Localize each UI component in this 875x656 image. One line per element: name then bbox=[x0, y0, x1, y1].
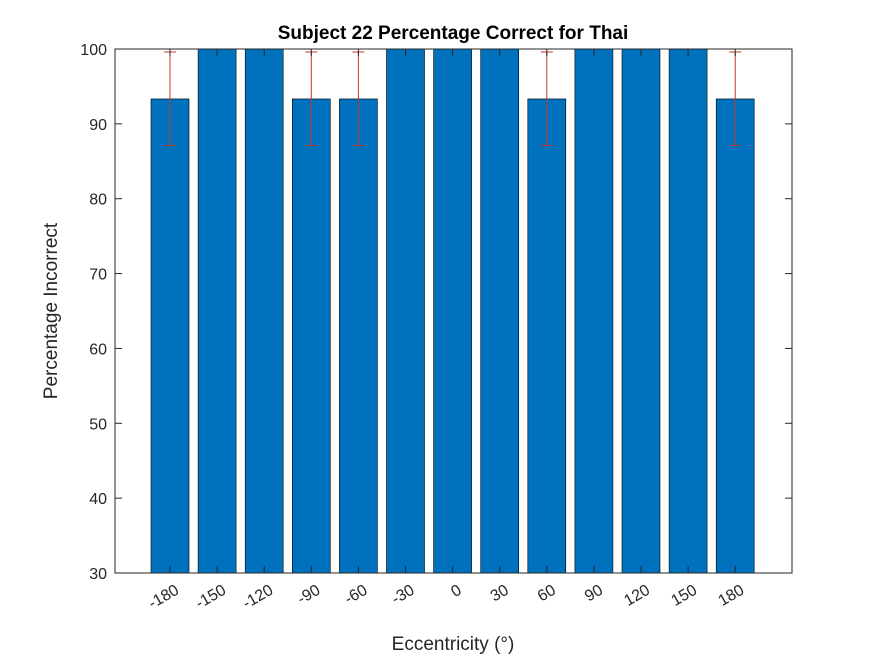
x-tick-label: -30 bbox=[389, 582, 418, 608]
x-tick-label: 0 bbox=[448, 582, 464, 601]
bar bbox=[480, 48, 520, 574]
x-axis-label: Eccentricity (°) bbox=[392, 634, 515, 655]
x-tick-label: 60 bbox=[535, 582, 559, 606]
x-tick-label: -90 bbox=[295, 582, 324, 608]
bar bbox=[339, 98, 378, 574]
bars-layer bbox=[150, 48, 755, 574]
x-tick-label: -180 bbox=[146, 582, 182, 613]
bar bbox=[574, 48, 614, 574]
bar bbox=[244, 48, 284, 574]
y-axis-label: Percentage Incorrect bbox=[41, 222, 62, 399]
y-tick-label: 70 bbox=[89, 267, 107, 284]
y-tick-label: 30 bbox=[89, 566, 107, 583]
bar bbox=[197, 48, 237, 574]
plot-frame bbox=[114, 48, 793, 574]
x-tick-label: 30 bbox=[488, 582, 512, 606]
y-tick-label: 60 bbox=[89, 341, 107, 358]
y-tick-label: 90 bbox=[89, 117, 107, 134]
y-tick-label: 50 bbox=[89, 416, 107, 433]
bar bbox=[527, 98, 567, 574]
bar bbox=[150, 98, 190, 574]
x-tick-label: -120 bbox=[240, 582, 276, 613]
x-tick-label: -150 bbox=[193, 582, 229, 613]
bar bbox=[291, 98, 331, 574]
bar bbox=[715, 98, 755, 574]
x-tick-label: 180 bbox=[716, 582, 748, 610]
y-axis-ticks: 30 40 50 60 70 80 90 100 bbox=[80, 42, 792, 583]
bar bbox=[433, 48, 472, 574]
y-tick-label: 100 bbox=[80, 42, 107, 59]
x-tick-label: 150 bbox=[668, 582, 700, 610]
x-tick-label: 90 bbox=[582, 582, 606, 606]
y-tick-label: 80 bbox=[89, 192, 107, 209]
bar bbox=[668, 48, 708, 574]
x-tick-label: -60 bbox=[342, 582, 371, 608]
x-tick-label: 120 bbox=[621, 582, 653, 610]
error-bars-layer bbox=[164, 51, 742, 147]
chart-title: Subject 22 Percentage Correct for Thai bbox=[278, 23, 629, 44]
y-tick-label: 40 bbox=[89, 491, 107, 508]
bar bbox=[621, 48, 661, 574]
bar bbox=[386, 48, 425, 574]
